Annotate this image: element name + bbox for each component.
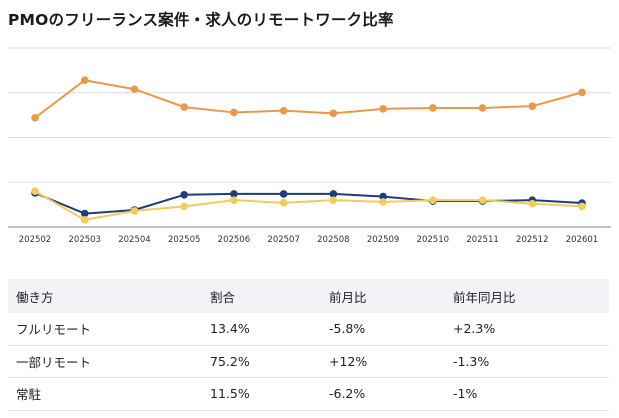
cell-work-style: 一部リモート	[8, 345, 202, 378]
data-point	[180, 190, 188, 199]
remote-ratio-table: 働き方 割合 前月比 前年同月比 フルリモート 13.4% -5.8% +2.3…	[8, 279, 609, 411]
cell-yoy: +2.3%	[445, 313, 609, 346]
chart-title: PMOのフリーランス案件・求人のリモートワーク比率	[8, 11, 394, 29]
cell-ratio: 11.5%	[202, 377, 321, 411]
data-point	[478, 196, 487, 204]
data-point	[180, 103, 188, 111]
header-work-style: 働き方	[8, 279, 202, 313]
data-point	[279, 106, 288, 115]
x-tick-label: 202502	[19, 235, 51, 245]
data-point	[279, 190, 288, 198]
header-ratio: 割合	[202, 279, 321, 313]
data-point	[379, 105, 387, 113]
data-point	[528, 199, 537, 208]
data-point	[230, 196, 238, 204]
x-tick-label: 202506	[218, 235, 250, 245]
data-point	[80, 76, 89, 85]
x-tick-label: 202512	[516, 235, 548, 245]
x-tick-label: 202511	[466, 235, 498, 245]
data-point	[31, 187, 39, 195]
cell-work-style: フルリモート	[8, 313, 202, 346]
table-row: 常駐 11.5% -6.2% -1%	[8, 377, 609, 411]
data-point	[429, 104, 437, 112]
data-point	[429, 196, 437, 204]
data-point	[528, 102, 537, 110]
data-point	[80, 209, 89, 218]
data-point	[478, 104, 487, 112]
header-yoy: 前年同月比	[445, 279, 609, 313]
cell-yoy: -1%	[445, 377, 609, 411]
x-tick-label: 202510	[417, 235, 449, 245]
x-tick-label: 202507	[267, 235, 299, 245]
series-line-2	[34, 190, 583, 221]
x-tick-label: 202509	[367, 235, 399, 245]
header-mom: 前月比	[321, 279, 445, 313]
cell-work-style: 常駐	[8, 377, 202, 411]
x-tick-label: 202504	[118, 235, 150, 245]
cell-yoy: -1.3%	[445, 345, 609, 378]
cell-ratio: 13.4%	[202, 313, 321, 346]
data-point	[180, 202, 188, 211]
data-point	[80, 216, 89, 224]
table-row: フルリモート 13.4% -5.8% +2.3%	[8, 313, 609, 346]
line-chart: 202502 202503 202504 202505 202506 202507 2025…	[8, 47, 611, 245]
data-point	[130, 85, 139, 93]
data-point	[578, 88, 586, 97]
x-tick-label: 202505	[168, 235, 200, 245]
table-header-row: 働き方 割合 前月比 前年同月比	[8, 279, 609, 313]
data-point	[329, 190, 338, 198]
cell-mom: -5.8%	[321, 313, 445, 346]
data-point	[130, 207, 139, 215]
data-point	[329, 196, 338, 204]
data-point	[230, 190, 238, 198]
data-point	[329, 109, 338, 118]
x-tick-label: 202503	[69, 235, 101, 245]
cell-mom: +12%	[321, 345, 445, 378]
cell-mom: -6.2%	[321, 377, 445, 411]
series-line-1	[34, 192, 583, 215]
data-point	[379, 192, 387, 201]
data-point	[279, 199, 288, 207]
data-point	[379, 198, 387, 206]
x-tick-label: 202508	[317, 235, 349, 245]
table-row: 一部リモート 75.2% +12% -1.3%	[8, 345, 609, 378]
data-point	[230, 108, 238, 117]
x-tick-label: 202601	[566, 235, 598, 245]
series-line-0	[34, 79, 583, 119]
data-point	[31, 114, 39, 122]
data-point	[578, 202, 586, 211]
cell-ratio: 75.2%	[202, 345, 321, 378]
